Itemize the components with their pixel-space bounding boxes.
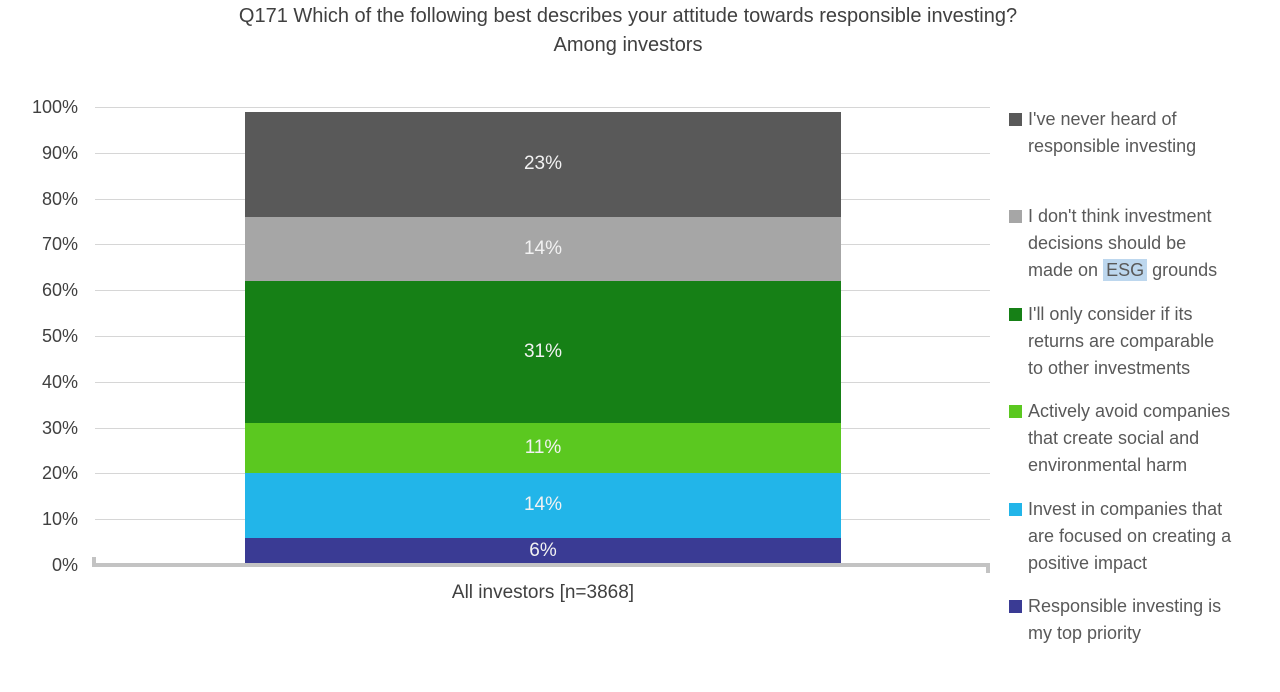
legend-swatch — [1009, 113, 1022, 126]
bar-segment: 23% — [245, 111, 841, 217]
legend-swatch — [1009, 503, 1022, 516]
x-axis-line — [92, 557, 990, 573]
bar-segment: 6% — [245, 537, 841, 565]
y-tick-label: 60% — [41, 280, 78, 300]
legend-item: Actively avoid companies that create soci… — [1009, 398, 1230, 479]
bar-segment: 11% — [245, 423, 841, 474]
esg-highlight: ESG — [1103, 259, 1148, 281]
legend-label: Responsible investing is my top priority — [1028, 596, 1222, 643]
legend-item: I don't think investment decisions should… — [1009, 203, 1217, 284]
legend-label: Actively avoid companies that create soci… — [1028, 401, 1231, 475]
bar-segment-label: 14% — [523, 494, 563, 516]
y-tick-label: 80% — [41, 189, 78, 209]
legend-item: I've never heard of responsible investing — [1009, 106, 1196, 160]
bar-segment-label: 23% — [523, 153, 563, 175]
gridline — [95, 107, 990, 108]
chart-title-line1: Q171 Which of the following best describ… — [238, 5, 1018, 27]
chart-title: Q171 Which of the following best describ… — [0, 2, 1256, 60]
legend-swatch — [1009, 600, 1022, 613]
plot-area: 6% 14% 11% 31% 14% 23% — [92, 107, 990, 573]
legend-label: I'll only consider if its returns are com… — [1028, 304, 1215, 378]
y-tick-label: 50% — [41, 326, 78, 346]
x-category-label: All investors [n=3868] — [451, 582, 635, 603]
legend-label: I don't think investment decisions should… — [1028, 206, 1218, 281]
legend-swatch — [1009, 405, 1022, 418]
bar-segment: 14% — [245, 216, 841, 282]
legend-item: Invest in companies that are focused on c… — [1009, 496, 1231, 577]
bar-segment-label: 11% — [524, 437, 562, 459]
y-tick-label: 30% — [41, 418, 78, 438]
bar-segment: 14% — [245, 473, 841, 538]
bar-segment-label: 31% — [523, 341, 563, 363]
legend-item: Responsible investing is my top priority — [1009, 593, 1221, 647]
legend-swatch — [1009, 308, 1022, 321]
y-tick-label: 10% — [41, 509, 78, 529]
y-tick-label: 90% — [41, 143, 78, 163]
bar-segment-label: 6% — [529, 540, 557, 562]
y-tick-label: 20% — [41, 463, 78, 483]
y-tick-label: 0% — [51, 555, 78, 575]
y-tick-label: 40% — [41, 372, 78, 392]
legend-label: I've never heard of responsible investing — [1028, 109, 1197, 156]
y-tick-label: 70% — [41, 234, 78, 254]
y-tick-label: 100% — [31, 97, 78, 117]
legend-swatch — [1009, 210, 1022, 223]
legend-label: Invest in companies that are focused on c… — [1028, 499, 1232, 573]
bar-segment-label: 14% — [523, 237, 563, 259]
chart-title-line2: Among investors — [553, 34, 703, 56]
legend-item: I'll only consider if its returns are com… — [1009, 301, 1214, 382]
bar-segment: 31% — [245, 281, 841, 424]
stacked-bar: 6% 14% 11% 31% 14% 23% — [245, 107, 841, 565]
